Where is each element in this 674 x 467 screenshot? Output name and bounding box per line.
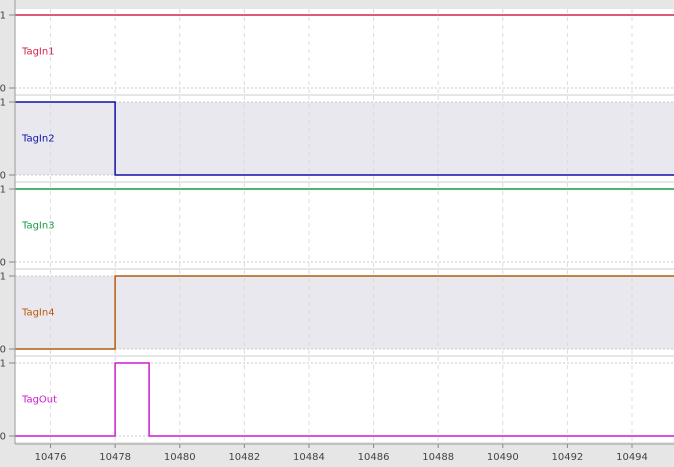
track-label: TagIn3 bbox=[21, 221, 55, 232]
y-tick-label: 0 bbox=[0, 84, 6, 95]
x-tick-label: 10494 bbox=[616, 452, 648, 463]
track-label: TagOut bbox=[21, 395, 57, 406]
track-tagin1: 0 1 TagIn1 bbox=[0, 9, 674, 95]
track-label: TagIn2 bbox=[21, 134, 55, 145]
y-tick-label: 1 bbox=[0, 98, 6, 109]
signal-line bbox=[15, 362, 674, 437]
track-background bbox=[15, 357, 674, 442]
y-tick-label: 0 bbox=[0, 345, 6, 356]
y-tick-label: 0 bbox=[0, 171, 6, 182]
track-background bbox=[15, 183, 674, 268]
x-tick-label: 10480 bbox=[164, 452, 196, 463]
track-tagin2: 0 1 TagIn2 bbox=[0, 96, 674, 182]
y-tick-label: 0 bbox=[0, 258, 6, 269]
y-tick-label: 1 bbox=[0, 272, 6, 283]
x-tick-label: 10484 bbox=[293, 452, 325, 463]
track-background bbox=[15, 9, 674, 94]
x-axis: 10476 10478 10480 10482 10484 10486 10488 10490… bbox=[14, 0, 674, 463]
track-tagin3: 0 1 TagIn3 bbox=[0, 183, 674, 269]
x-tick-label: 10478 bbox=[99, 452, 131, 463]
x-tick-label: 10482 bbox=[228, 452, 260, 463]
signal-line bbox=[15, 101, 674, 176]
x-tick-label: 10490 bbox=[487, 452, 519, 463]
x-tick-label: 10476 bbox=[35, 452, 67, 463]
value-band bbox=[15, 102, 674, 175]
track-tagin4: 0 1 TagIn4 bbox=[0, 270, 674, 356]
track-label: TagIn1 bbox=[21, 47, 55, 58]
x-tick-label: 10488 bbox=[422, 452, 454, 463]
y-tick-label: 1 bbox=[0, 359, 6, 370]
signal-line bbox=[15, 275, 674, 350]
tracks: 0 1 TagIn1 0 1 TagIn2 0 1 TagIn3 0 1 TagIn4 0 1 TagOut bbox=[0, 9, 674, 443]
y-tick-label: 0 bbox=[0, 432, 6, 443]
y-tick-label: 1 bbox=[0, 185, 6, 196]
track-tagout: 0 1 TagOut bbox=[0, 357, 674, 443]
y-tick-label: 1 bbox=[0, 11, 6, 22]
x-tick-label: 10492 bbox=[551, 452, 583, 463]
x-tick-label: 10486 bbox=[358, 452, 390, 463]
track-label: TagIn4 bbox=[21, 308, 55, 319]
value-band bbox=[15, 276, 674, 349]
